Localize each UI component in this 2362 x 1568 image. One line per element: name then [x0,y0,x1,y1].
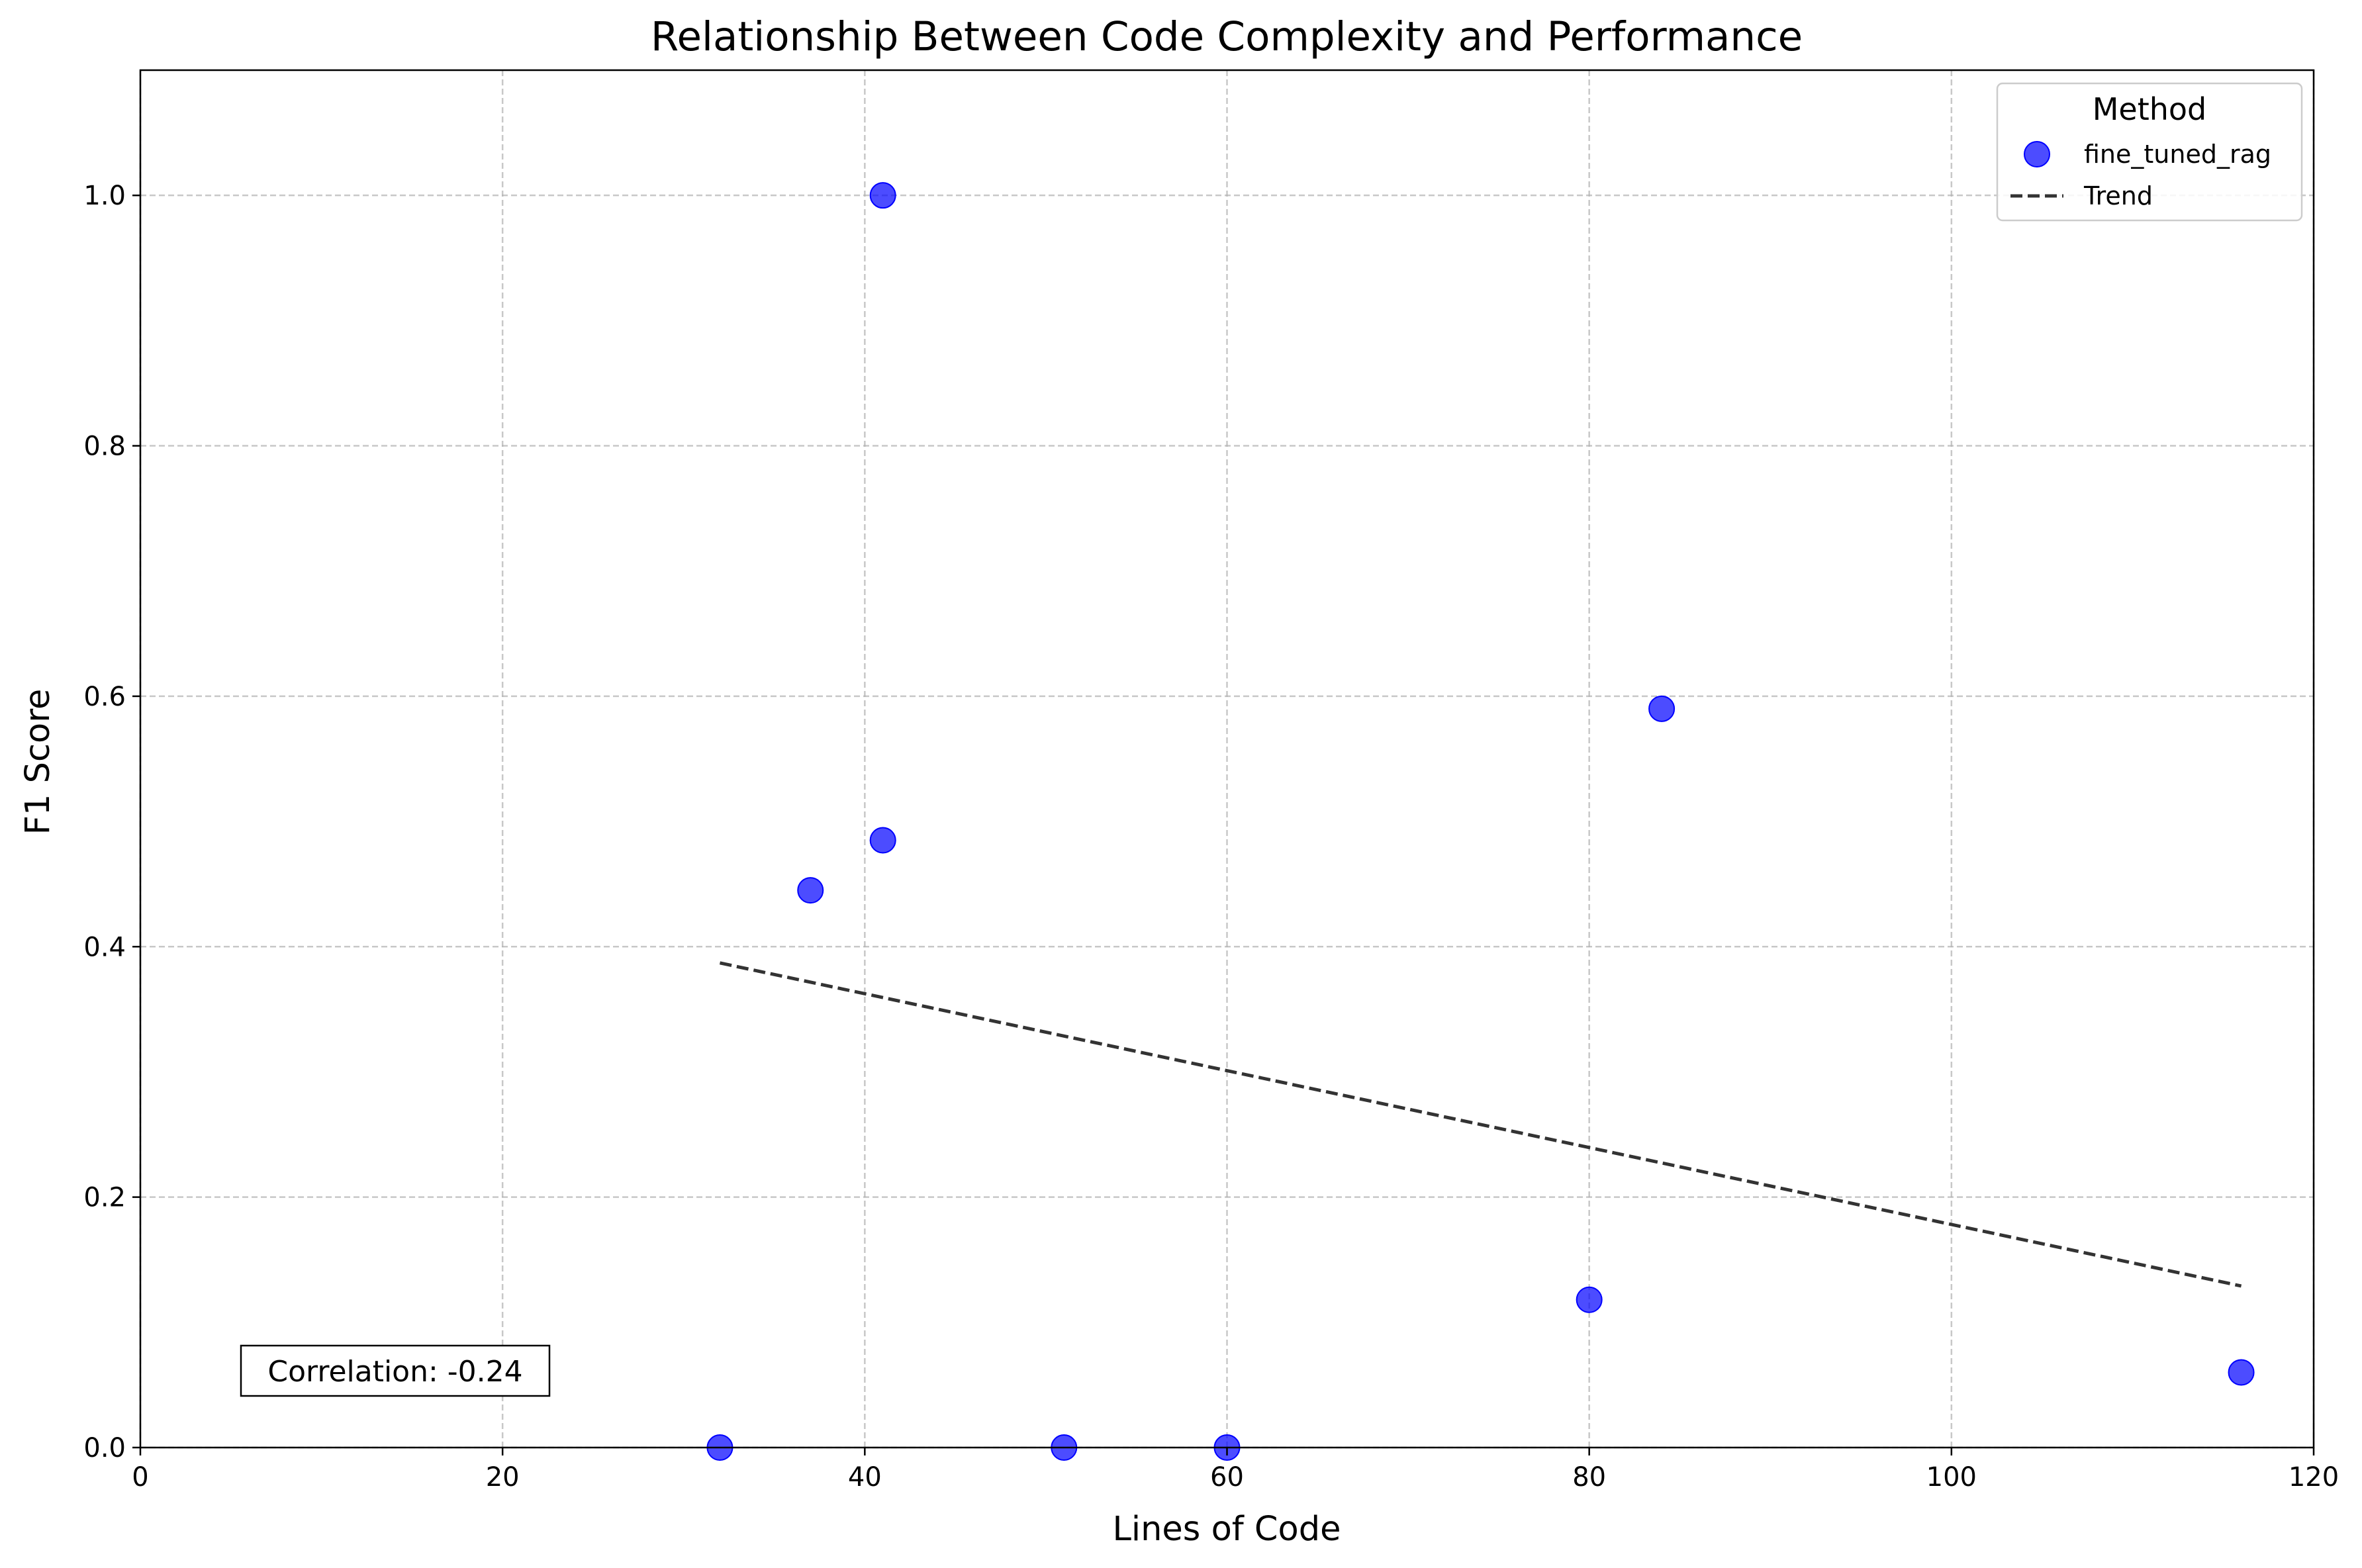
annotation-box [240,1344,551,1397]
x-tick-label: 0 [132,1462,148,1493]
legend-label-trend: Trend [2083,181,2153,210]
chart-title: Relationship Between Code Complexity and… [651,13,1803,60]
scatter-point [869,182,896,209]
scatter-point [1648,695,1676,722]
y-tick-label: 0.8 [83,432,126,462]
y-tick-label: 0.6 [83,682,126,712]
scatter-point [869,827,896,854]
x-axis-label: Lines of Code [1113,1510,1341,1549]
trend-line-group [719,961,2242,1288]
scatter-point [797,877,824,904]
x-tick-label: 20 [486,1462,520,1493]
x-tick-label: 80 [1572,1462,1606,1493]
legend-title: Method [2093,91,2207,127]
x-tick-label: 40 [848,1462,882,1493]
y-tick-label: 1.0 [83,181,126,211]
legend-label-fine-tuned-rag: fine_tuned_rag [2084,140,2271,169]
y-tick-label: 0.0 [83,1433,126,1463]
x-tick-label: 60 [1210,1462,1244,1493]
y-axis-label: F1 Score [19,689,58,835]
y-tick-label: 0.2 [83,1183,126,1213]
legend-marker-fine-tuned-rag [2024,141,2050,167]
trend-line [719,961,2242,1288]
x-tick-label: 100 [1926,1462,1977,1493]
y-tick-label: 0.4 [83,932,126,962]
legend: Method fine_tuned_rag Trend [1996,82,2303,222]
scatter-point [2228,1359,2255,1386]
scatter-point [1576,1286,1603,1313]
correlation-annotation: Correlation: -0.24 [240,1344,551,1397]
annotation-text: Correlation: -0.24 [267,1355,522,1389]
x-tick-label: 120 [2289,1462,2339,1493]
axis-ticks: 0 20 40 60 80 100 120 0.0 0.2 0.4 0.6 0.8 1.0 [83,181,2339,1493]
legend-box [1996,82,2303,222]
